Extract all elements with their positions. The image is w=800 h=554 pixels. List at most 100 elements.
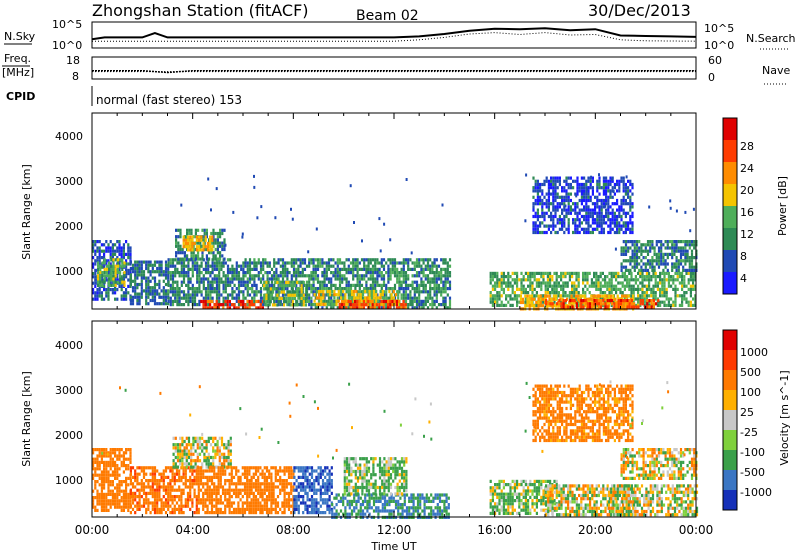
- power-cell: [208, 251, 211, 255]
- power-cell: [411, 306, 414, 310]
- power-cell: [589, 305, 592, 309]
- power-cell: [444, 267, 447, 271]
- power-cell: [446, 261, 449, 265]
- power-cell: [622, 211, 625, 215]
- power-cell: [177, 244, 180, 248]
- power-cell: [325, 267, 328, 271]
- power-cell: [605, 294, 608, 298]
- velocity-cell: [100, 486, 103, 490]
- velocity-cell: [171, 507, 174, 511]
- power-cell: [591, 208, 594, 212]
- velocity-cell: [129, 491, 132, 495]
- power-cell: [138, 266, 141, 271]
- power-cell: [393, 264, 397, 268]
- power-cell: [575, 194, 578, 198]
- power-cell: [407, 267, 410, 271]
- power-cell: [650, 299, 653, 303]
- power-cell: [611, 195, 614, 199]
- power-colorbar-segment: [723, 228, 737, 251]
- power-cell: [616, 224, 619, 228]
- power-cell: [253, 261, 256, 265]
- power-cell: [618, 211, 621, 215]
- power-cell: [314, 264, 317, 268]
- power-cell: [496, 284, 499, 288]
- power-cell: [389, 261, 392, 265]
- power-cell: [602, 198, 605, 203]
- power-cell: [659, 278, 662, 282]
- power-cell: [268, 283, 271, 287]
- velocity-cell: [179, 449, 182, 453]
- power-cell: [599, 294, 602, 298]
- power-cell: [546, 281, 549, 285]
- power-cell: [197, 251, 200, 255]
- power-cell: [374, 287, 377, 291]
- power-cell: [556, 192, 559, 196]
- power-cell: [593, 284, 596, 288]
- power-cell: [507, 287, 510, 291]
- power-cell: [496, 300, 499, 304]
- power-cell: [539, 297, 542, 301]
- power-cell: [196, 290, 199, 294]
- power-cell: [191, 293, 194, 297]
- power-cell: [363, 261, 366, 265]
- power-cell: [528, 304, 531, 308]
- power-cell: [631, 259, 634, 263]
- power-cell: [534, 214, 537, 219]
- power-cell: [560, 195, 563, 199]
- power-cell: [619, 291, 622, 295]
- power-cell: [147, 292, 150, 296]
- power-cell: [114, 249, 117, 253]
- power-cell: [600, 205, 603, 209]
- power-cell: [530, 294, 533, 298]
- power-cell: [565, 211, 568, 215]
- power-cell: [685, 291, 688, 295]
- power-cell: [378, 274, 381, 278]
- power-cell: [110, 264, 113, 268]
- power-cell: [631, 211, 634, 215]
- power-cell: [180, 271, 183, 275]
- power-cell: [296, 287, 299, 291]
- velocity-cell: [160, 501, 163, 505]
- power-cell: [116, 261, 119, 265]
- power-cell: [532, 195, 535, 199]
- power-cell: [202, 277, 205, 281]
- power-cell: [174, 264, 177, 268]
- velocity-cell: [118, 457, 121, 461]
- power-cell: [491, 278, 494, 282]
- power-cell: [620, 262, 623, 266]
- noise-panel-frame: [91, 21, 697, 49]
- power-cell: [629, 246, 632, 250]
- power-cell: [587, 198, 590, 203]
- power-cell: [287, 290, 290, 294]
- power-cell: [235, 287, 238, 291]
- power-cell: [448, 283, 452, 287]
- power-cell: [140, 270, 143, 274]
- velocity-cell: [114, 502, 117, 506]
- power-cell: [178, 274, 181, 278]
- power-cell: [489, 294, 492, 298]
- velocity-cell: [181, 449, 184, 453]
- power-cell: [520, 271, 523, 275]
- power-cell: [587, 218, 590, 222]
- power-cell: [303, 274, 307, 278]
- power-cell: [538, 271, 541, 275]
- power-cell: [534, 186, 537, 190]
- power-cell: [366, 296, 369, 300]
- power-cell: [301, 267, 304, 271]
- power-cell: [626, 275, 629, 279]
- power-cell: [562, 284, 565, 288]
- power-cell: [690, 249, 694, 253]
- power-cell: [609, 189, 612, 193]
- power-cell: [629, 268, 632, 272]
- power-cell: [259, 271, 263, 275]
- power-cell: [641, 302, 644, 306]
- power-colorbar-frame: [722, 117, 738, 295]
- power-cell: [389, 271, 392, 275]
- power-cell: [536, 214, 539, 219]
- power-cell: [667, 297, 670, 301]
- power-cell: [153, 302, 157, 306]
- power-cell: [209, 238, 212, 242]
- power-cell: [598, 221, 601, 225]
- velocity-cell: [103, 470, 106, 474]
- power-cell: [198, 280, 201, 284]
